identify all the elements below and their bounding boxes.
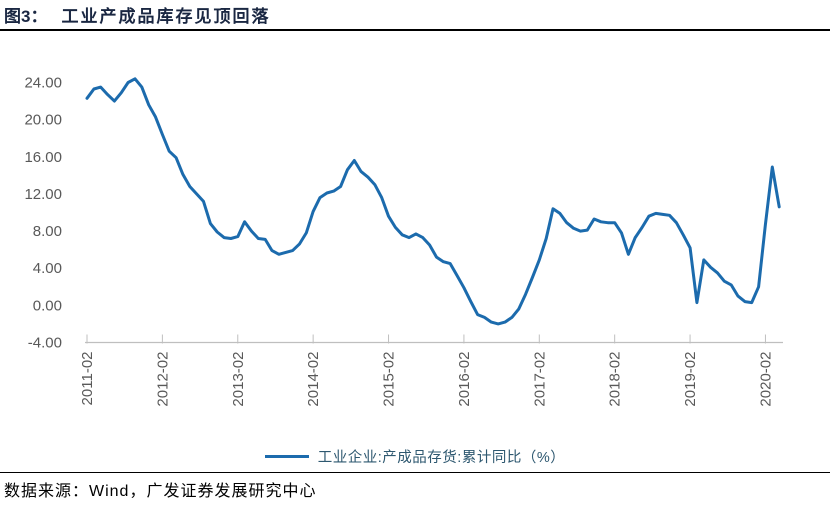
legend-line-swatch	[264, 454, 309, 458]
svg-text:12.00: 12.00	[24, 186, 62, 203]
svg-text:2020-02: 2020-02	[757, 352, 774, 407]
x-axis-ticks	[86, 334, 766, 344]
source-note: 数据来源：Wind，广发证券发展研究中心	[4, 483, 317, 500]
svg-text:2014-02: 2014-02	[305, 352, 322, 407]
x-axis-labels: 2011-02 2012-02 2013-02 2014-02 2015-02 2016-…	[79, 352, 774, 407]
y-axis-labels: 24.00 20.00 16.00 12.00 8.00 4.00 0.00 -4.00	[24, 74, 62, 351]
svg-text:0.00: 0.00	[33, 297, 62, 314]
svg-text:2017-02: 2017-02	[531, 352, 548, 407]
svg-text:2019-02: 2019-02	[682, 352, 699, 407]
chart-legend: 工业企业:产成品存货:累计同比（%）	[0, 443, 830, 469]
legend-series-label: 工业企业:产成品存货:累计同比（%）	[317, 449, 566, 466]
svg-text:-4.00: -4.00	[28, 335, 62, 352]
inventory-yoy-line-chart: 24.00 20.00 16.00 12.00 8.00 4.00 0.00 -4.00 201…	[24, 74, 783, 407]
figure-number-label: 图3：	[4, 7, 48, 26]
svg-text:2018-02: 2018-02	[607, 352, 624, 407]
series-line	[85, 77, 781, 326]
svg-text:16.00: 16.00	[24, 149, 62, 166]
footer-divider	[0, 472, 830, 473]
svg-text:4.00: 4.00	[33, 260, 62, 277]
svg-text:24.00: 24.00	[24, 74, 62, 91]
svg-text:2016-02: 2016-02	[456, 352, 473, 407]
svg-text:2015-02: 2015-02	[381, 352, 398, 407]
figure-header: 图3： 工业产成品库存见顶回落	[0, 0, 830, 31]
svg-text:2011-02: 2011-02	[79, 352, 96, 406]
svg-text:2012-02: 2012-02	[154, 352, 171, 407]
svg-text:20.00: 20.00	[24, 112, 62, 129]
svg-text:8.00: 8.00	[33, 223, 62, 240]
svg-text:2013-02: 2013-02	[230, 352, 247, 407]
figure-title: 工业产成品库存见顶回落	[61, 7, 271, 26]
